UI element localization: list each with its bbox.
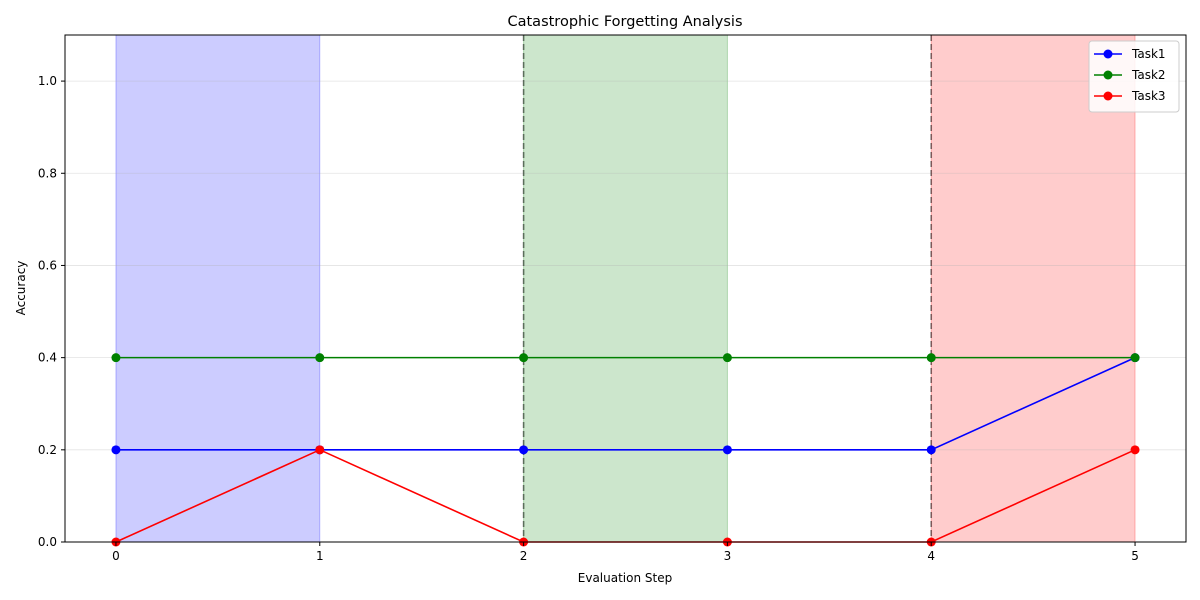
y-tick-label: 0.6 <box>38 258 57 272</box>
shaded-region-2 <box>930 34 1136 543</box>
series-line-task1 <box>115 356 1136 451</box>
x-tick-label: 4 <box>927 549 935 563</box>
point-task3-1 <box>315 445 325 455</box>
vertical-markers <box>522 35 933 542</box>
y-tick-label: 0.8 <box>38 166 57 180</box>
legend-label-task1: Task1 <box>1131 47 1166 61</box>
legend-marker-task3 <box>1103 91 1113 101</box>
chart-title: Catastrophic Forgetting Analysis <box>507 14 742 30</box>
point-task2-4 <box>926 353 936 363</box>
x-tick-label: 3 <box>724 549 732 563</box>
point-task2-2 <box>519 353 529 363</box>
point-task1-0 <box>111 445 121 455</box>
shaded-regions <box>115 34 1136 543</box>
y-tick-label: 1.0 <box>38 74 57 88</box>
point-task2-1 <box>315 353 325 363</box>
y-axis: 0.0 0.2 0.4 0.6 0.8 1.0 <box>38 74 65 549</box>
point-task1-4 <box>926 445 936 455</box>
legend: Task1 Task2 Task3 <box>1088 40 1180 113</box>
point-task3-5 <box>1130 445 1140 455</box>
y-tick-label: 0.0 <box>38 535 57 549</box>
y-tick-label: 0.4 <box>38 351 57 365</box>
series-group <box>111 353 1140 547</box>
legend-marker-task2 <box>1103 70 1113 80</box>
point-task1-3 <box>722 445 732 455</box>
point-task2-3 <box>722 353 732 363</box>
legend-label-task3: Task3 <box>1131 89 1166 103</box>
y-tick-label: 0.2 <box>38 443 57 457</box>
shaded-region-1 <box>523 34 728 543</box>
x-axis: 0 1 2 3 4 5 <box>112 542 1139 563</box>
x-axis-title: Evaluation Step <box>578 571 672 585</box>
point-task2-0 <box>111 353 121 363</box>
x-tick-label: 2 <box>520 549 528 563</box>
legend-label-task2: Task2 <box>1131 68 1166 82</box>
x-tick-label: 1 <box>316 549 324 563</box>
x-tick-label: 5 <box>1131 549 1139 563</box>
point-task1-2 <box>519 445 529 455</box>
plot-frame <box>64 34 1187 543</box>
x-tick-label: 0 <box>112 549 120 563</box>
y-axis-title: Accuracy <box>14 261 28 316</box>
legend-marker-task1 <box>1103 49 1113 59</box>
shaded-region-0 <box>115 34 321 543</box>
point-task2-5 <box>1130 353 1140 363</box>
